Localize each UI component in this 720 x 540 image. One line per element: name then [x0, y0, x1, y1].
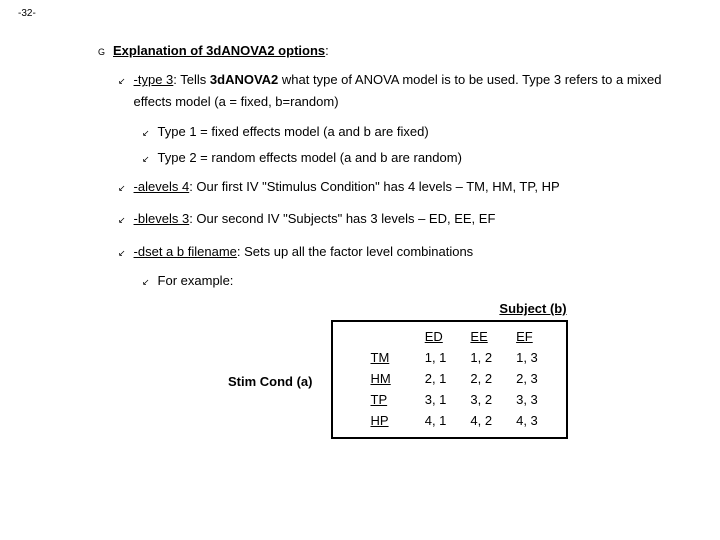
item-dset: ↙ -dset a b filename: Sets up all the fa… — [118, 241, 702, 263]
type3-bold: 3dANOVA2 — [210, 72, 278, 87]
heading: Explanation of 3dANOVA2 options: — [113, 43, 329, 58]
cell: 1, 1 — [419, 347, 465, 368]
bullet-lvl3: ↙ — [142, 152, 150, 166]
cell: 2, 2 — [464, 368, 510, 389]
blevels-body: -blevels 3: Our second IV "Subjects" has… — [134, 208, 702, 230]
table-wrap: Subject (b) Stim Cond (a) ED EE EF TM 1, — [228, 301, 702, 439]
data-table: ED EE EF TM 1, 1 1, 2 1, 3 HM 2, 1 — [343, 326, 556, 431]
table-grid: Stim Cond (a) ED EE EF TM 1, 1 1, 2 — [228, 320, 702, 439]
for-example-text: For example: — [158, 273, 234, 288]
dset-body: -dset a b filename: Sets up all the fact… — [134, 241, 702, 263]
dset-opt: -dset a b filename — [134, 244, 237, 259]
bullet-lvl2: ↙ — [118, 181, 126, 195]
heading-text: Explanation of 3dANOVA2 options — [113, 43, 325, 58]
blevels-opt: -blevels 3 — [134, 211, 190, 226]
cell: 2, 1 — [419, 368, 465, 389]
corner-cell — [343, 326, 419, 347]
row-header: HP — [343, 410, 419, 431]
heading-row: G Explanation of 3dANOVA2 options: — [98, 43, 702, 59]
bullet-lvl2: ↙ — [118, 74, 126, 88]
type3-body: -type 3: Tells 3dANOVA2 what type of ANO… — [134, 69, 702, 113]
bullet-lvl2: ↙ — [118, 213, 126, 227]
cell: 3, 2 — [464, 389, 510, 410]
type2-text: Type 2 = random effects model (a and b a… — [158, 150, 462, 165]
cell: 3, 3 — [510, 389, 556, 410]
col-header: EF — [510, 326, 556, 347]
col-header: EE — [464, 326, 510, 347]
main-content: G Explanation of 3dANOVA2 options: ↙ -ty… — [98, 43, 702, 439]
alevels-body: -alevels 4: Our first IV "Stimulus Condi… — [134, 176, 702, 198]
type3-opt: -type 3 — [134, 72, 174, 87]
alevels-tail: : Our first IV "Stimulus Condition" has … — [189, 179, 559, 194]
bullet-lvl1: G — [98, 45, 105, 59]
cell: 3, 1 — [419, 389, 465, 410]
type3-rest: : Tells — [173, 72, 210, 87]
table-row: HP 4, 1 4, 2 4, 3 — [343, 410, 556, 431]
table-header-row: ED EE EF — [343, 326, 556, 347]
row-header: TP — [343, 389, 419, 410]
table-row: HM 2, 1 2, 2 2, 3 — [343, 368, 556, 389]
alevels-opt: -alevels 4 — [134, 179, 190, 194]
cell: 1, 2 — [464, 347, 510, 368]
row-header: HM — [343, 368, 419, 389]
table-box: ED EE EF TM 1, 1 1, 2 1, 3 HM 2, 1 — [331, 320, 568, 439]
cell: 4, 3 — [510, 410, 556, 431]
col-header: ED — [419, 326, 465, 347]
cell: 2, 3 — [510, 368, 556, 389]
item-type2: ↙ Type 2 = random effects model (a and b… — [142, 150, 702, 166]
table-row: TP 3, 1 3, 2 3, 3 — [343, 389, 556, 410]
cell: 4, 2 — [464, 410, 510, 431]
bullet-lvl3: ↙ — [142, 126, 150, 140]
item-type1: ↙ Type 1 = fixed effects model (a and b … — [142, 124, 702, 140]
row-axis-title: Stim Cond (a) — [228, 320, 331, 389]
item-alevels: ↙ -alevels 4: Our first IV "Stimulus Con… — [118, 176, 702, 198]
bullet-lvl2: ↙ — [118, 246, 126, 260]
item-type3: ↙ -type 3: Tells 3dANOVA2 what type of A… — [118, 69, 702, 113]
cell: 4, 1 — [419, 410, 465, 431]
cell: 1, 3 — [510, 347, 556, 368]
table-row: TM 1, 1 1, 2 1, 3 — [343, 347, 556, 368]
subject-title: Subject (b) — [433, 301, 633, 316]
item-blevels: ↙ -blevels 3: Our second IV "Subjects" h… — [118, 208, 702, 230]
row-header: TM — [343, 347, 419, 368]
item-for-example: ↙ For example: — [142, 273, 702, 289]
dset-tail: : Sets up all the factor level combinati… — [237, 244, 473, 259]
page-number: -32- — [18, 8, 702, 19]
type1-text: Type 1 = fixed effects model (a and b ar… — [158, 124, 429, 139]
bullet-lvl3: ↙ — [142, 275, 150, 289]
blevels-tail: : Our second IV "Subjects" has 3 levels … — [189, 211, 495, 226]
